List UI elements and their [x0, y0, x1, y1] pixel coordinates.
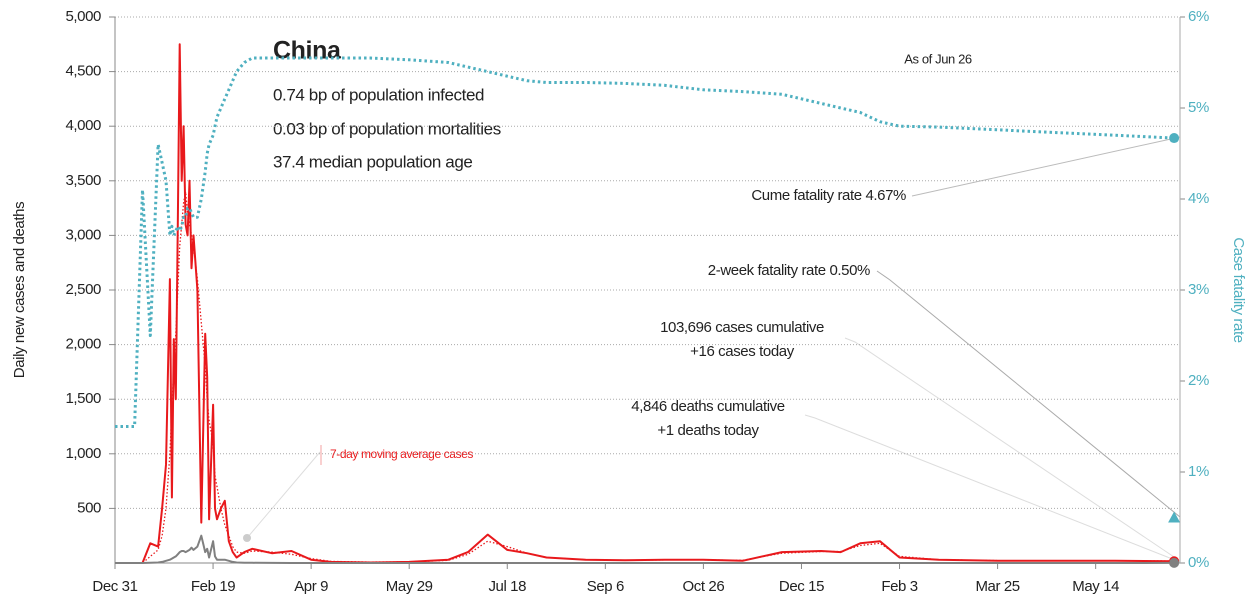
x-tick-label: May 29 [386, 578, 433, 595]
y2-tick-label: 1% [1188, 463, 1209, 480]
y-tick-label: 1,000 [65, 445, 101, 462]
y2-tick-label: 4% [1188, 190, 1209, 207]
series-line [115, 191, 1175, 564]
annotation: Cume fatality rate 4.67% [751, 187, 906, 204]
x-tick-label: Apr 9 [294, 578, 328, 595]
rate-marker [1168, 511, 1181, 523]
y-tick-label: 3,500 [65, 172, 101, 189]
y-tick-label: 1,500 [65, 390, 101, 407]
y-tick-label: 4,500 [65, 63, 101, 80]
subtitle: 0.03 bp of population mortalities [273, 119, 501, 138]
y2-tick-label: 5% [1188, 99, 1209, 116]
series-line [115, 56, 1175, 428]
y-tick-label: 2,500 [65, 281, 101, 298]
annotation: 103,696 cases cumulative [660, 319, 824, 336]
callouts [243, 136, 1181, 563]
x-tick-label: May 14 [1072, 578, 1119, 595]
y2-tick-label: 2% [1188, 372, 1209, 389]
note: As of Jun 26 [904, 51, 972, 66]
y2-tick-label: 3% [1188, 281, 1209, 298]
chart-title: China [273, 37, 342, 65]
annotation: +1 deaths today [657, 422, 759, 439]
callout-line [844, 337, 1181, 562]
y-axis-label: Daily new cases and deaths [11, 202, 28, 378]
callout-line [246, 451, 321, 539]
subtitle: 0.74 bp of population infected [273, 85, 484, 104]
x-tick-label: Feb 19 [191, 578, 235, 595]
series-line [115, 43, 1175, 564]
callout-line [804, 414, 1181, 563]
end-marker [1169, 557, 1180, 568]
y2-tick-label: 0% [1188, 554, 1209, 571]
y-tick-label: 4,000 [65, 117, 101, 134]
x-tick-label: Oct 26 [682, 578, 724, 595]
y-tick-label: 3,000 [65, 226, 101, 243]
annotation: 7-day moving average cases [330, 447, 473, 461]
annotation: 2-week fatality rate 0.50% [708, 262, 870, 279]
annotation: 4,846 deaths cumulative [631, 398, 784, 415]
x-tick-label: Dec 15 [779, 578, 824, 595]
end-marker [1169, 133, 1180, 144]
x-tick-label: Feb 3 [881, 578, 917, 595]
callout-dot [243, 534, 251, 542]
callout-line [911, 136, 1181, 197]
annotation: +16 cases today [690, 343, 795, 360]
y-tick-label: 500 [77, 499, 101, 516]
x-tick-label: Mar 25 [975, 578, 1019, 595]
y2-tick-label: 6% [1188, 8, 1209, 25]
x-tick-label: Dec 31 [92, 578, 137, 595]
y2-axis-label: Case fatality rate [1230, 237, 1247, 342]
y-tick-label: 2,000 [65, 336, 101, 353]
x-tick-label: Jul 18 [488, 578, 526, 595]
series-line [115, 534, 1175, 564]
callout-line [876, 270, 1181, 518]
subtitle: 37.4 median population age [273, 152, 472, 171]
x-tick-label: Sep 6 [587, 578, 624, 595]
y-tick-label: 5,000 [65, 8, 101, 25]
